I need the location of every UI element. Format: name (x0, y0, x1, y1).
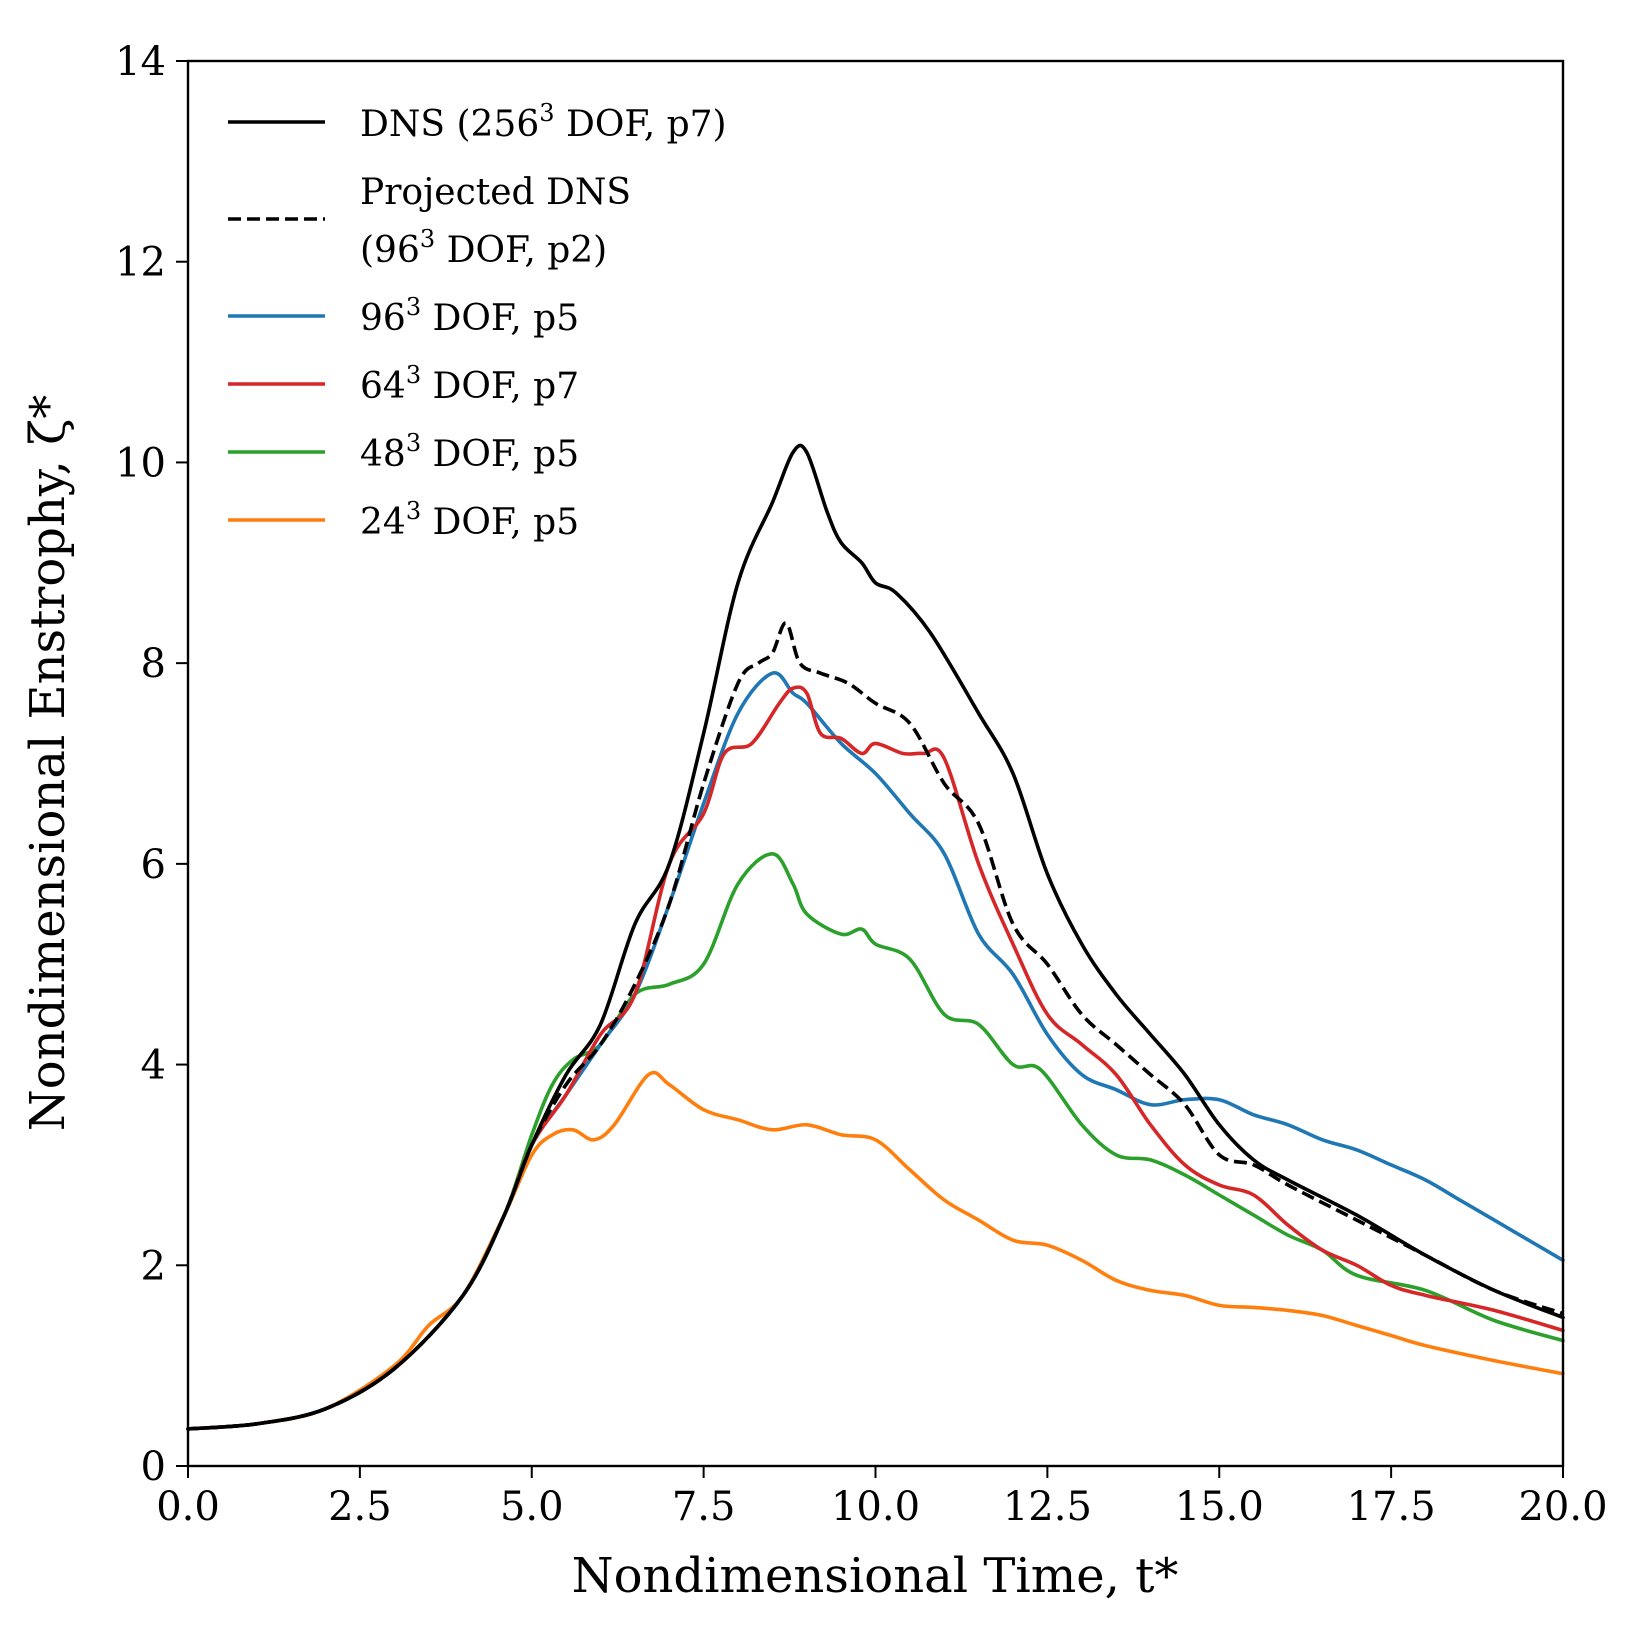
y-tick-label: 0 (141, 1444, 166, 1490)
series-layer (186, 443, 1565, 1431)
x-tick-label: 10.0 (831, 1484, 920, 1530)
y-tick-label: 14 (115, 39, 166, 85)
y-tick-label: 8 (141, 641, 166, 687)
legend-label-1: Projected DNS (360, 172, 631, 213)
series-line-0 (186, 443, 1565, 1431)
x-tick-label: 17.5 (1347, 1484, 1436, 1530)
x-tick-label: 20.0 (1518, 1484, 1607, 1530)
legend-label-2: 963 DOF, p5 (360, 293, 579, 339)
series-line-5 (186, 1070, 1565, 1431)
x-tick-label: 0.0 (156, 1484, 220, 1530)
series-line-2 (186, 671, 1565, 1431)
legend-label-5: 243 DOF, p5 (360, 497, 579, 543)
y-tick-label: 10 (115, 440, 166, 486)
y-axis-ticks: 0 2 4 6 8 10 12 14 (115, 39, 188, 1490)
legend-label-0: DNS (2563 DOF, p7) (360, 99, 727, 145)
y-axis-title: Nondimensional Enstrophy, ζ* (20, 395, 76, 1131)
x-tick-label: 5.0 (500, 1484, 564, 1530)
legend: DNS (2563 DOF, p7) Projected DNS (963 DOF,… (228, 99, 727, 543)
legend-label-4: 483 DOF, p5 (360, 429, 579, 475)
plot-frame (186, 59, 1565, 1468)
y-tick-label: 6 (141, 842, 166, 888)
x-axis-title: Nondimensional Time, t* (572, 1548, 1179, 1604)
legend-label-3: 643 DOF, p7 (360, 361, 579, 407)
x-tick-label: 2.5 (328, 1484, 392, 1530)
x-tick-label: 15.0 (1175, 1484, 1264, 1530)
y-tick-label: 4 (141, 1043, 166, 1089)
y-tick-label: 2 (141, 1243, 166, 1289)
y-tick-label: 12 (115, 240, 166, 286)
x-tick-label: 7.5 (672, 1484, 736, 1530)
x-axis-ticks: 0.0 2.5 5.0 7.5 10.0 12.5 15.0 17.5 20.0 (156, 1466, 1608, 1530)
x-tick-label: 12.5 (1003, 1484, 1092, 1530)
series-line-3 (186, 685, 1565, 1431)
legend-label-1: (963 DOF, p2) (360, 225, 607, 271)
